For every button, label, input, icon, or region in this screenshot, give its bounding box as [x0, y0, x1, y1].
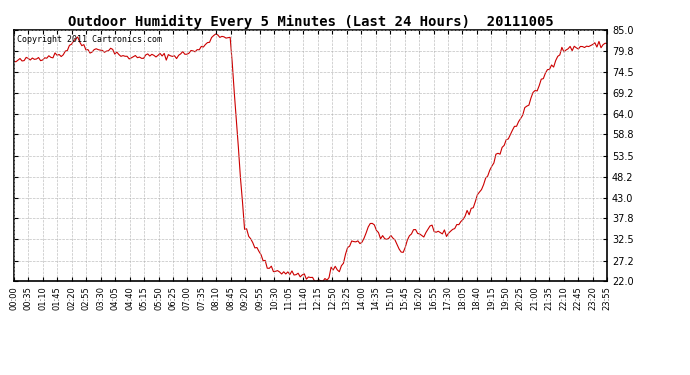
- Title: Outdoor Humidity Every 5 Minutes (Last 24 Hours)  20111005: Outdoor Humidity Every 5 Minutes (Last 2…: [68, 15, 553, 29]
- Text: Copyright 2011 Cartronics.com: Copyright 2011 Cartronics.com: [17, 35, 161, 44]
